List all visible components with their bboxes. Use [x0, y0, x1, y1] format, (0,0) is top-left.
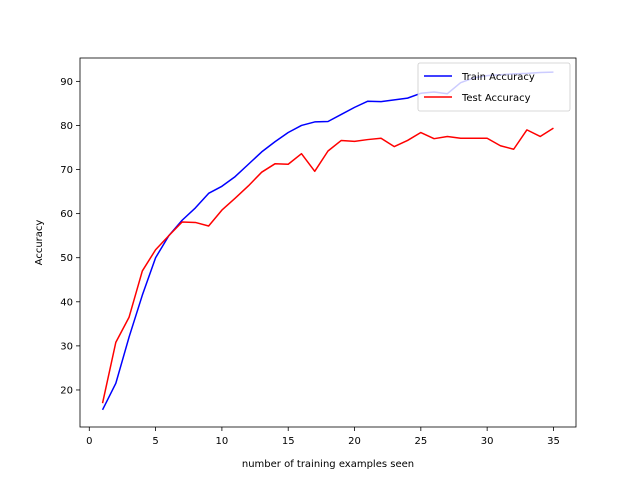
x-tick-label: 5 — [152, 436, 158, 447]
y-tick-label: 40 — [60, 297, 73, 308]
test-accuracy-line — [101, 127, 554, 404]
y-tick-label: 20 — [60, 385, 73, 396]
x-tick-label: 20 — [348, 436, 361, 447]
x-tick-label: 30 — [481, 436, 494, 447]
x-tick-label: 15 — [282, 436, 295, 447]
legend-box — [417, 62, 571, 112]
legend-label-test-accuracy: Test Accuracy — [461, 93, 531, 104]
x-axis-ticks: 0 5 10 15 20 25 30 35 — [86, 427, 560, 447]
x-tick-label: 25 — [414, 436, 427, 447]
x-tick-label: 0 — [86, 436, 92, 447]
y-tick-label: 90 — [60, 77, 73, 88]
legend: Train Accuracy Test Accuracy — [417, 62, 571, 112]
x-tick-label: 10 — [216, 436, 229, 447]
x-axis-label: number of training examples seen — [242, 459, 414, 470]
legend-label-train-accuracy: Train Accuracy — [461, 72, 535, 83]
y-axis-label: Accuracy — [34, 220, 45, 266]
plot-frame — [79, 57, 577, 428]
y-tick-label: 50 — [60, 253, 73, 264]
y-tick-label: 80 — [60, 121, 73, 132]
y-tick-label: 30 — [60, 341, 73, 352]
x-tick-label: 35 — [547, 436, 560, 447]
y-tick-label: 70 — [60, 165, 73, 176]
y-axis-ticks: 20 30 40 50 60 70 80 90 — [60, 77, 80, 396]
y-tick-label: 60 — [60, 209, 73, 220]
